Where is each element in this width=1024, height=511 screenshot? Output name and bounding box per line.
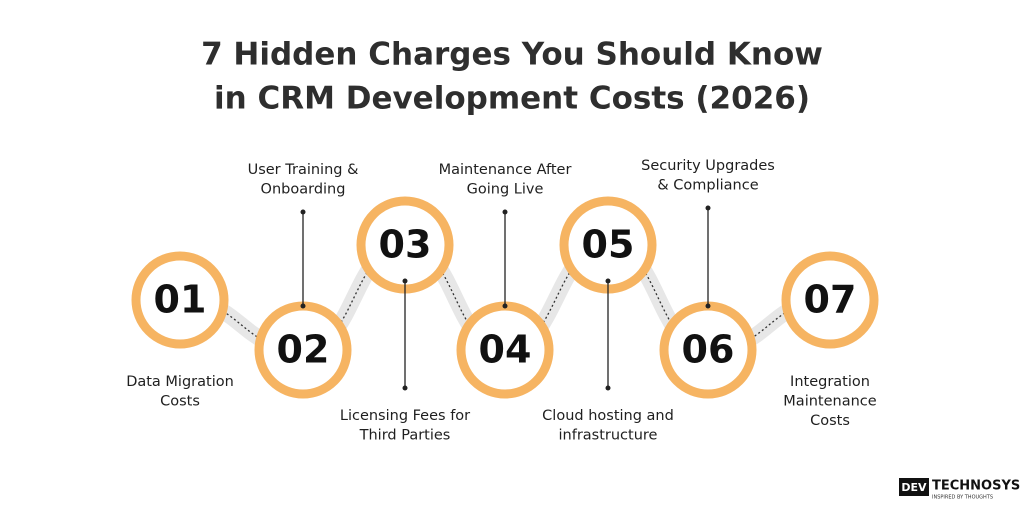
step-label: Security Upgrades (641, 158, 775, 174)
step-number: 07 (804, 278, 857, 322)
step-number: 01 (154, 278, 207, 322)
connector-dots (504, 244, 609, 351)
step-label: & Compliance (657, 178, 758, 194)
step: 02 User Training & Onboarding (248, 162, 359, 399)
pointer-dot (605, 278, 611, 284)
step-label: Costs (810, 413, 850, 429)
step: 01 Data Migration Costs (126, 251, 234, 410)
step-label: Third Parties (359, 428, 451, 444)
step-label: Licensing Fees for (340, 408, 470, 424)
step: 04 Maintenance After Going Live (439, 162, 572, 399)
step-label: Onboarding (261, 182, 346, 198)
pointer-dot (300, 303, 306, 309)
pointer-dot (300, 209, 306, 215)
step-number: 06 (682, 328, 735, 372)
step-label: infrastructure (559, 428, 658, 444)
step-label: Cloud hosting and (542, 408, 674, 424)
pointer-dot (705, 303, 711, 309)
logo-name: TECHNOSYS (932, 479, 1020, 494)
step-number: 02 (277, 328, 330, 372)
step-label: Data Migration (126, 374, 234, 390)
step-ring (781, 251, 879, 349)
logo-box (899, 478, 929, 496)
pointer-dot (402, 278, 408, 284)
title-line: 7 Hidden Charges You Should Know (201, 37, 823, 73)
title-line: in CRM Development Costs (2026) (214, 81, 810, 117)
step: 07 Integration Maintenance Costs (781, 251, 879, 429)
logo: DEV TECHNOSYS INSPIRED BY THOUGHTS (899, 478, 1020, 501)
pointer-dot (502, 303, 508, 309)
pointer-dot (402, 385, 408, 391)
step-label: User Training & (248, 162, 359, 178)
logo-tagline: INSPIRED BY THOUGHTS (932, 495, 993, 501)
step-label: Integration (790, 374, 870, 390)
pointer-dot (502, 209, 508, 215)
step-label: Costs (160, 394, 200, 410)
step: 03 Licensing Fees for Third Parties (340, 196, 470, 444)
pointer-dot (705, 205, 711, 211)
step-label: Maintenance After (439, 162, 572, 178)
logo-box-text: DEV (901, 481, 927, 494)
pointer-dot (605, 385, 611, 391)
step-ring (131, 251, 229, 349)
connector-dots (302, 244, 406, 351)
step: 05 Cloud hosting and infrastructure (542, 196, 674, 444)
step-label: Going Live (467, 182, 544, 198)
step-number: 04 (479, 328, 532, 372)
step-label: Maintenance (783, 394, 876, 410)
step-number: 05 (582, 223, 635, 267)
step: 06 Security Upgrades & Compliance (641, 158, 775, 399)
step-number: 03 (379, 223, 432, 267)
